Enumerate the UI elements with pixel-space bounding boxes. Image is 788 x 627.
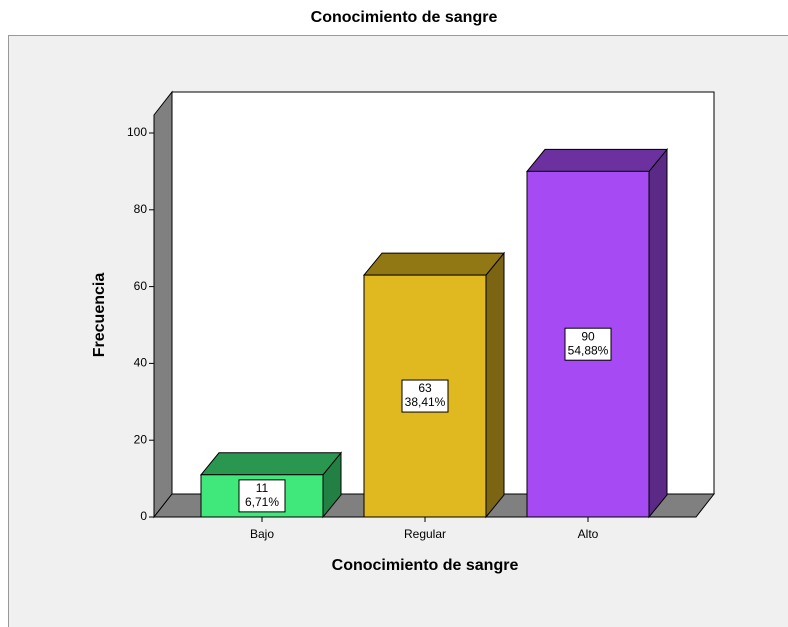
left-wall [153, 90, 173, 519]
percent-label: 38,41% [405, 395, 446, 409]
y-tick-label: 40 [134, 356, 148, 370]
percent-label: 54,88% [568, 343, 609, 357]
value-label-box [238, 479, 286, 513]
y-tick-label: 100 [127, 125, 147, 139]
percent-label: 6,71% [245, 495, 279, 509]
value-label: 63 [418, 381, 432, 395]
bar-top [362, 252, 506, 276]
y-tick-label: 60 [134, 279, 148, 293]
y-tick-label: 0 [140, 509, 147, 523]
x-tick-label: Regular [404, 527, 446, 541]
y-axis-label: Frecuencia [91, 273, 108, 358]
bar-top [525, 148, 669, 172]
value-label-box [564, 327, 612, 361]
x-tick-label: Bajo [250, 527, 274, 541]
bar-side [485, 251, 505, 519]
value-label-box [401, 379, 449, 413]
chart-title: Conocimiento de sangre [311, 9, 498, 26]
x-axis-label: Conocimiento de sangre [332, 557, 519, 574]
bar-top [199, 452, 343, 476]
y-tick-label: 20 [134, 432, 148, 446]
value-label: 90 [581, 329, 595, 343]
value-label: 11 [256, 481, 269, 495]
x-tick-label: Alto [578, 527, 599, 541]
bar-side [648, 147, 668, 519]
y-tick-label: 80 [134, 202, 148, 216]
